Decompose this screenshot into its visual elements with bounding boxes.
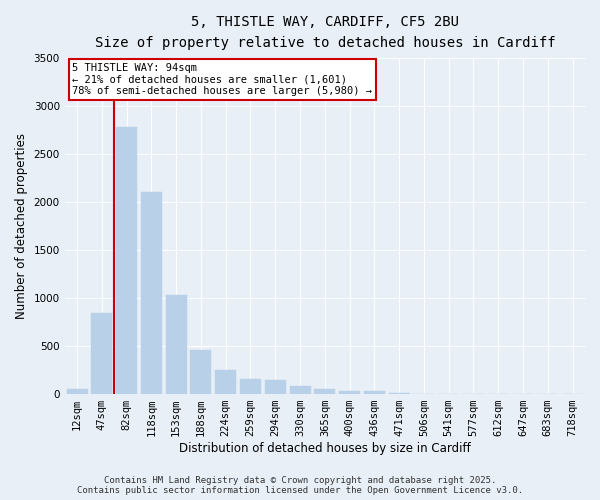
- Y-axis label: Number of detached properties: Number of detached properties: [15, 133, 28, 319]
- Bar: [166, 295, 187, 394]
- Bar: [240, 379, 261, 394]
- Bar: [141, 192, 162, 394]
- Bar: [67, 390, 88, 394]
- X-axis label: Distribution of detached houses by size in Cardiff: Distribution of detached houses by size …: [179, 442, 471, 455]
- Bar: [364, 391, 385, 394]
- Bar: [190, 350, 211, 394]
- Bar: [339, 391, 360, 394]
- Bar: [91, 314, 112, 394]
- Text: Contains HM Land Registry data © Crown copyright and database right 2025.
Contai: Contains HM Land Registry data © Crown c…: [77, 476, 523, 495]
- Text: 5 THISTLE WAY: 94sqm
← 21% of detached houses are smaller (1,601)
78% of semi-de: 5 THISTLE WAY: 94sqm ← 21% of detached h…: [73, 63, 373, 96]
- Bar: [290, 386, 311, 394]
- Bar: [389, 392, 410, 394]
- Bar: [314, 389, 335, 394]
- Bar: [116, 127, 137, 394]
- Title: 5, THISTLE WAY, CARDIFF, CF5 2BU
Size of property relative to detached houses in: 5, THISTLE WAY, CARDIFF, CF5 2BU Size of…: [95, 15, 555, 50]
- Bar: [265, 380, 286, 394]
- Bar: [215, 370, 236, 394]
